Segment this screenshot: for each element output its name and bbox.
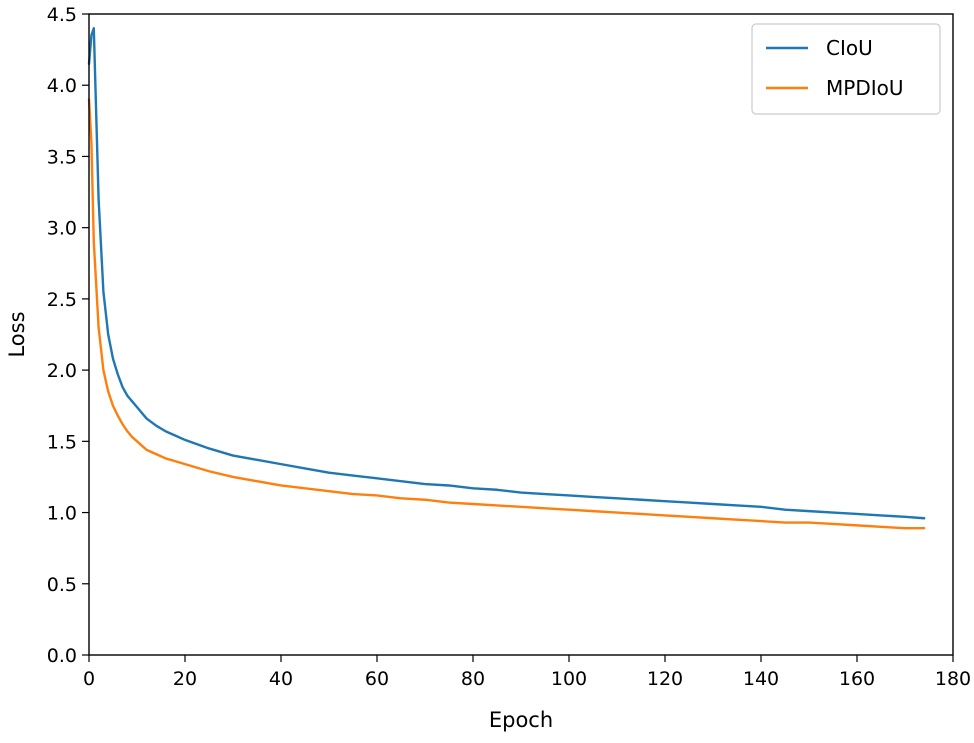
x-tick-label: 100 [551,668,587,690]
x-axis: 0 20 40 60 80 100 120 140 160 180 [83,655,971,690]
y-axis: 0.0 0.5 1.0 1.5 2.0 2.5 3.0 3.5 4.0 4.5 [47,4,89,667]
x-tick-label: 0 [83,668,95,690]
y-tick-label: 4.0 [47,75,77,97]
x-tick-label: 160 [839,668,875,690]
y-tick-label: 0.0 [47,645,77,667]
series-layer [87,27,926,530]
y-tick-label: 3.0 [47,218,77,240]
y-axis-label: Loss [5,311,29,357]
x-tick-label: 140 [743,668,779,690]
plot-frame [88,13,954,656]
y-tick-label: 2.0 [47,360,77,382]
y-tick-label: 2.5 [47,289,77,311]
y-tick-label: 1.0 [47,503,77,525]
y-tick-label: 4.5 [47,4,77,26]
x-tick-label: 60 [365,668,389,690]
x-tick-label: 80 [461,668,485,690]
x-tick-label: 40 [269,668,293,690]
series-line-ciou [87,27,926,520]
y-tick-label: 1.5 [47,431,77,453]
y-tick-label: 0.5 [47,574,77,596]
series-line-mpdiou [87,98,926,530]
x-axis-label: Epoch [489,708,553,732]
legend: CIoU MPDIoU [751,23,941,115]
legend-box [751,23,941,115]
x-tick-label: 180 [935,668,971,690]
legend-label-mpdiou: MPDIoU [826,76,904,100]
legend-label-ciou: CIoU [826,36,873,60]
y-tick-label: 3.5 [47,146,77,168]
x-tick-label: 20 [173,668,197,690]
x-tick-label: 120 [647,668,683,690]
